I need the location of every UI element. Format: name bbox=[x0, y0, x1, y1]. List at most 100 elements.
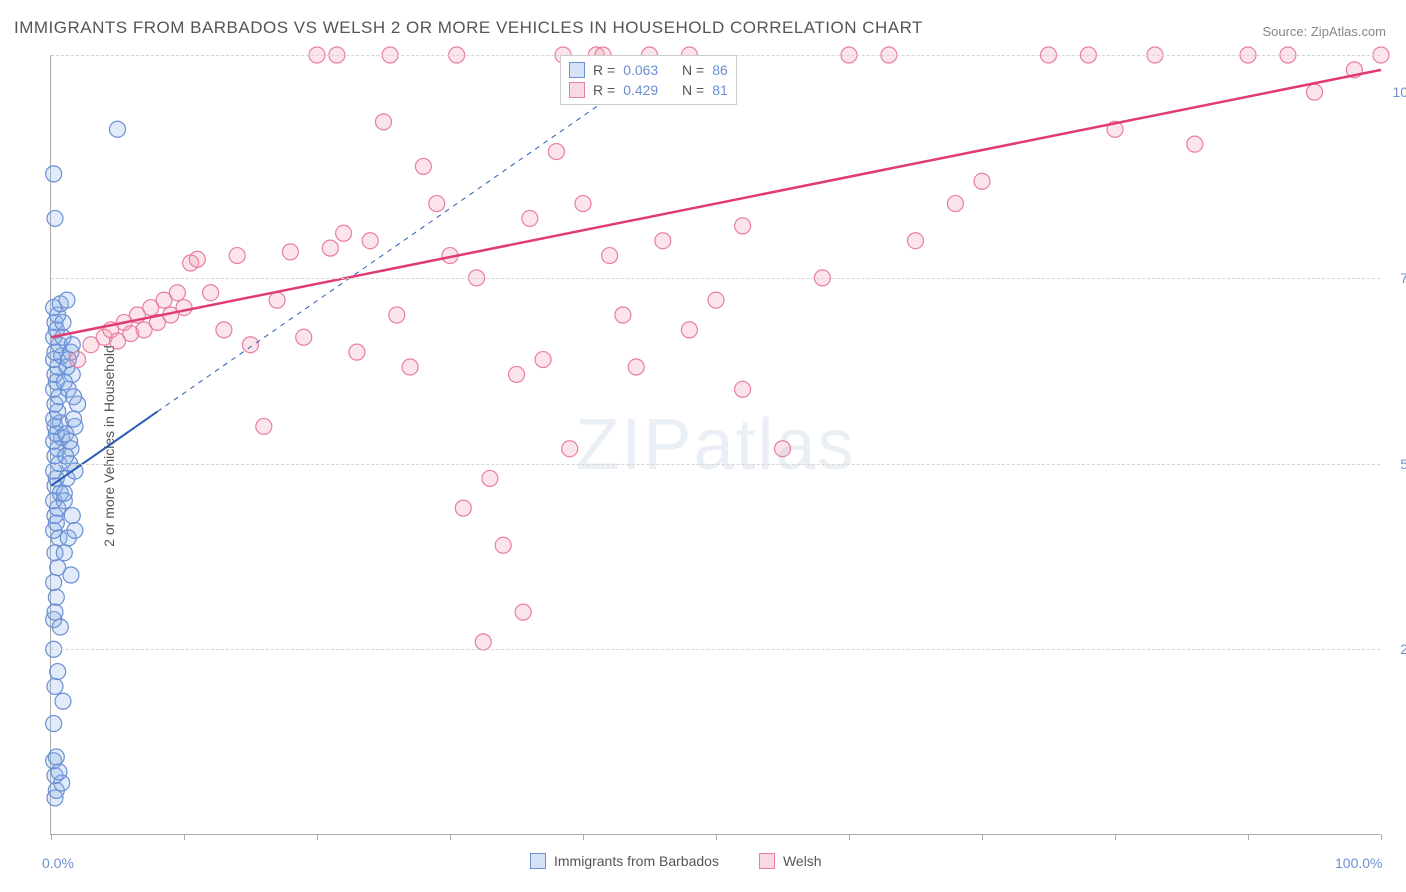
legend-label: Immigrants from Barbados bbox=[554, 853, 719, 869]
y-tick-label: 25.0% bbox=[1385, 641, 1406, 657]
x-tick bbox=[982, 834, 983, 840]
scatter-point bbox=[70, 352, 86, 368]
y-tick-label: 100.0% bbox=[1385, 84, 1406, 100]
scatter-point bbox=[48, 749, 64, 765]
x-tick-label: 100.0% bbox=[1335, 855, 1382, 871]
scatter-point bbox=[47, 604, 63, 620]
scatter-point bbox=[1307, 84, 1323, 100]
correlation-legend: R =0.063 N =86 R =0.429 N =81 bbox=[560, 55, 737, 105]
scatter-point bbox=[48, 589, 64, 605]
scatter-point bbox=[63, 567, 79, 583]
x-tick bbox=[317, 834, 318, 840]
x-tick bbox=[849, 834, 850, 840]
scatter-point bbox=[58, 448, 74, 464]
x-tick bbox=[1381, 834, 1382, 840]
legend-swatch bbox=[569, 62, 585, 78]
scatter-point bbox=[708, 292, 724, 308]
scatter-point bbox=[62, 433, 78, 449]
scatter-point bbox=[59, 292, 75, 308]
legend-label: Welsh bbox=[783, 853, 822, 869]
scatter-point bbox=[50, 664, 66, 680]
scatter-point bbox=[296, 329, 312, 345]
scatter-point bbox=[66, 411, 82, 427]
scatter-svg bbox=[51, 55, 1380, 834]
scatter-point bbox=[429, 196, 445, 212]
y-tick-label: 75.0% bbox=[1385, 270, 1406, 286]
scatter-point bbox=[562, 441, 578, 457]
scatter-point bbox=[509, 366, 525, 382]
scatter-point bbox=[376, 114, 392, 130]
scatter-point bbox=[402, 359, 418, 375]
gridline bbox=[51, 649, 1380, 650]
scatter-point bbox=[66, 389, 82, 405]
scatter-point bbox=[56, 545, 72, 561]
scatter-point bbox=[336, 225, 352, 241]
scatter-point bbox=[243, 337, 259, 353]
scatter-point bbox=[110, 121, 126, 137]
scatter-point bbox=[322, 240, 338, 256]
scatter-point bbox=[46, 166, 62, 182]
scatter-point bbox=[548, 144, 564, 160]
legend-item: Welsh bbox=[759, 853, 822, 869]
scatter-point bbox=[67, 522, 83, 538]
legend-swatch bbox=[530, 853, 546, 869]
scatter-point bbox=[64, 508, 80, 524]
scatter-point bbox=[515, 604, 531, 620]
legend-item: Immigrants from Barbados bbox=[530, 853, 719, 869]
scatter-point bbox=[775, 441, 791, 457]
scatter-point bbox=[229, 248, 245, 264]
scatter-point bbox=[475, 634, 491, 650]
scatter-point bbox=[349, 344, 365, 360]
scatter-point bbox=[46, 574, 62, 590]
scatter-point bbox=[55, 314, 71, 330]
scatter-point bbox=[575, 196, 591, 212]
scatter-point bbox=[389, 307, 405, 323]
plot-area: ZIPatlas 25.0%50.0%75.0%100.0% bbox=[50, 55, 1380, 835]
scatter-point bbox=[203, 285, 219, 301]
scatter-point bbox=[495, 537, 511, 553]
x-tick bbox=[51, 834, 52, 840]
source-attribution: Source: ZipAtlas.com bbox=[1262, 24, 1386, 39]
scatter-point bbox=[735, 218, 751, 234]
scatter-point bbox=[602, 248, 618, 264]
x-tick bbox=[716, 834, 717, 840]
legend-swatch bbox=[569, 82, 585, 98]
chart-title: IMMIGRANTS FROM BARBADOS VS WELSH 2 OR M… bbox=[14, 18, 923, 38]
scatter-point bbox=[615, 307, 631, 323]
scatter-point bbox=[974, 173, 990, 189]
scatter-point bbox=[455, 500, 471, 516]
scatter-point bbox=[908, 233, 924, 249]
scatter-point bbox=[522, 210, 538, 226]
scatter-point bbox=[535, 352, 551, 368]
scatter-point bbox=[735, 381, 751, 397]
scatter-point bbox=[362, 233, 378, 249]
x-tick bbox=[583, 834, 584, 840]
x-tick bbox=[1115, 834, 1116, 840]
legend-swatch bbox=[759, 853, 775, 869]
scatter-point bbox=[256, 418, 272, 434]
x-tick-label: 0.0% bbox=[42, 855, 74, 871]
scatter-point bbox=[189, 251, 205, 267]
x-tick bbox=[1248, 834, 1249, 840]
scatter-point bbox=[56, 374, 72, 390]
scatter-point bbox=[47, 210, 63, 226]
scatter-point bbox=[269, 292, 285, 308]
x-tick bbox=[184, 834, 185, 840]
x-tick bbox=[450, 834, 451, 840]
scatter-point bbox=[47, 678, 63, 694]
scatter-point bbox=[947, 196, 963, 212]
gridline bbox=[51, 464, 1380, 465]
scatter-point bbox=[681, 322, 697, 338]
y-tick-label: 50.0% bbox=[1385, 456, 1406, 472]
scatter-point bbox=[655, 233, 671, 249]
scatter-point bbox=[46, 716, 62, 732]
scatter-point bbox=[628, 359, 644, 375]
gridline bbox=[51, 278, 1380, 279]
scatter-point bbox=[64, 337, 80, 353]
legend-row: R =0.429 N =81 bbox=[569, 80, 728, 100]
series-legend: Immigrants from Barbados Welsh bbox=[530, 853, 822, 869]
scatter-point bbox=[55, 693, 71, 709]
trend-line-extrapolated bbox=[157, 70, 649, 412]
scatter-point bbox=[216, 322, 232, 338]
scatter-point bbox=[1187, 136, 1203, 152]
